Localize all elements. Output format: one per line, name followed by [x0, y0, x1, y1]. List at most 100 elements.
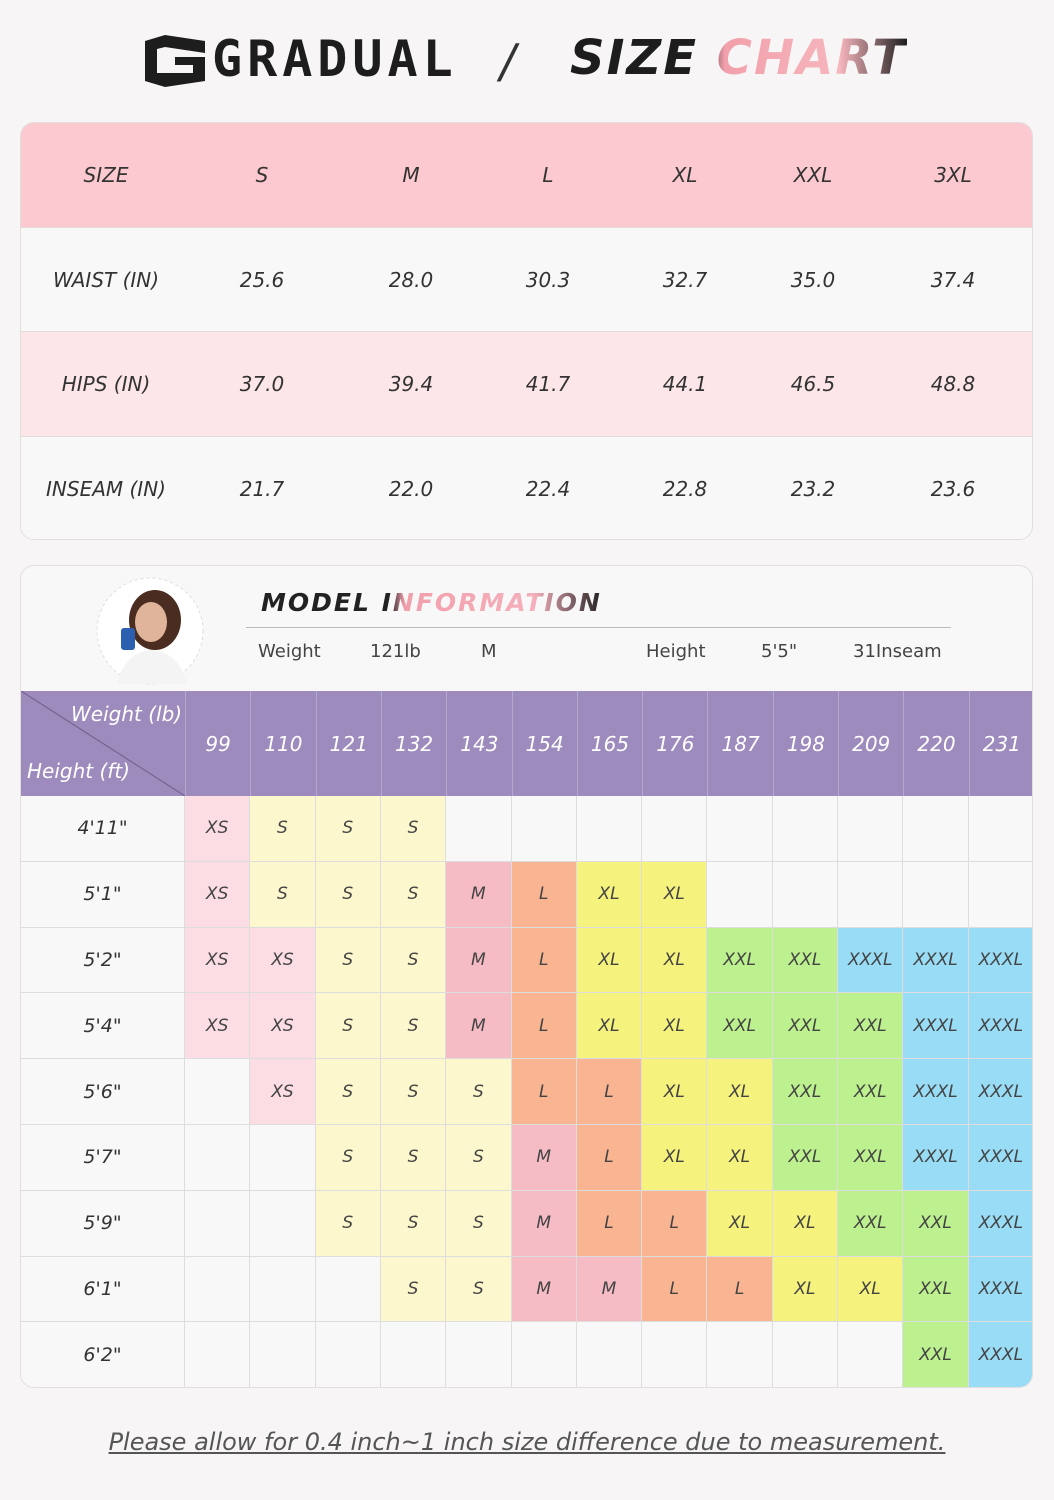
size-cell: XXXL [903, 927, 969, 994]
empty-cell [642, 796, 708, 862]
size-cell: XXXL [903, 1125, 969, 1191]
empty-cell [185, 1256, 251, 1323]
empty-cell [511, 796, 577, 862]
measurement: 30.3 [525, 267, 571, 292]
height-label: 6'1" [21, 1256, 185, 1323]
weight-header: 176 [642, 691, 707, 796]
measurement: 48.8 [930, 372, 976, 397]
measurement: 39.4 [388, 372, 434, 397]
measurement: 46.5 [790, 372, 836, 397]
measurement: 22.0 [388, 476, 434, 501]
empty-cell [903, 861, 969, 928]
measurement: 23.2 [790, 476, 836, 501]
column-header: 3XL [934, 163, 972, 188]
size-cell: XS [250, 1059, 316, 1125]
size-cell: L [511, 1059, 577, 1125]
size-cell: XS [185, 861, 251, 928]
size-cell: S [315, 1190, 381, 1257]
size-cell: XXL [707, 993, 773, 1060]
weight-header: 231 [968, 691, 1032, 796]
empty-cell [185, 1322, 251, 1387]
empty-cell [511, 1322, 577, 1387]
measurement: 23.6 [930, 476, 976, 501]
weight-header: 132 [380, 691, 446, 796]
size-cell: L [576, 1125, 643, 1191]
size-cell: XS [185, 796, 251, 862]
measurement: 37.0 [239, 372, 285, 397]
measurement: 25.6 [239, 267, 285, 292]
size-cell: M [576, 1256, 643, 1323]
column-header: SIZE [83, 163, 129, 188]
size-cell: L [707, 1256, 773, 1323]
size-cell: XXXL [903, 1059, 969, 1125]
measurement: 41.7 [525, 372, 571, 397]
size-cell: S [380, 993, 447, 1060]
weight-header: 154 [511, 691, 577, 796]
size-cell: S [380, 861, 447, 928]
size-cell: L [576, 1059, 643, 1125]
size-cell: S [315, 796, 381, 862]
size-cell: S [315, 861, 381, 928]
size-cell: XXL [707, 927, 773, 994]
table-row [21, 123, 1032, 228]
weight-header: 209 [838, 691, 903, 796]
size-table: SIZE S M L XL XXL 3XL WAIST (IN) 25.6 28.0 30.3 32.… [20, 122, 1033, 540]
model-detail: 31Inseam [853, 640, 942, 662]
size-cell: XL [576, 993, 643, 1060]
size-cell: XL [707, 1190, 773, 1257]
size-cell: M [446, 927, 512, 994]
size-cell: XXXL [968, 1256, 1032, 1323]
size-cell: XL [642, 1059, 708, 1125]
size-cell: M [446, 993, 512, 1060]
row-label: INSEAM (IN) [46, 476, 166, 501]
size-cell: XXL [903, 1322, 969, 1387]
empty-cell [968, 796, 1032, 862]
size-cell: M [511, 1256, 577, 1323]
size-cell: XXXL [968, 1322, 1032, 1387]
empty-cell [446, 796, 512, 862]
separator: / [500, 34, 516, 88]
size-cell: S [380, 796, 447, 862]
empty-cell [185, 1059, 251, 1125]
corner-top: Weight (lb) [71, 702, 183, 726]
empty-cell [185, 1190, 251, 1257]
empty-cell [315, 1322, 381, 1387]
size-cell: XS [185, 993, 251, 1060]
model-divider [246, 627, 951, 628]
size-cell: S [315, 1125, 381, 1191]
empty-cell [968, 861, 1032, 928]
empty-cell [446, 1322, 512, 1387]
measurement: 22.4 [525, 476, 571, 501]
size-cell: L [642, 1190, 708, 1257]
size-cell: XXXL [968, 1190, 1032, 1257]
size-cell: XL [838, 1256, 904, 1323]
header-band [21, 691, 1032, 796]
size-cell: S [380, 1190, 447, 1257]
size-cell: XXL [903, 1256, 969, 1323]
model-detail: Weight [258, 640, 321, 662]
size-cell: XS [250, 927, 316, 994]
empty-cell [838, 861, 904, 928]
weight-header: 220 [903, 691, 968, 796]
fit-table: MODEL INFORMATION Weight 121lb M Height 5'5"… [20, 565, 1033, 1388]
weight-header: 165 [576, 691, 642, 796]
model-detail: 5'5" [761, 640, 798, 662]
row-label: HIPS (IN) [61, 372, 151, 397]
empty-cell [576, 796, 643, 862]
column-header: M [402, 163, 420, 188]
title: SIZE CHART [570, 30, 907, 86]
model-detail: M [481, 640, 497, 662]
height-label: 5'4" [21, 993, 185, 1060]
size-cell: XXL [772, 1059, 839, 1125]
size-cell: S [315, 1059, 381, 1125]
empty-cell [707, 796, 773, 862]
row-label: WAIST (IN) [52, 267, 160, 292]
empty-cell [250, 1125, 316, 1191]
size-cell: XXL [772, 1125, 839, 1191]
size-cell: XXL [838, 1059, 904, 1125]
size-cell: S [380, 1256, 447, 1323]
size-cell: S [446, 1059, 512, 1125]
empty-cell [576, 1322, 643, 1387]
weight-header: 187 [707, 691, 772, 796]
size-cell: XS [185, 927, 251, 994]
